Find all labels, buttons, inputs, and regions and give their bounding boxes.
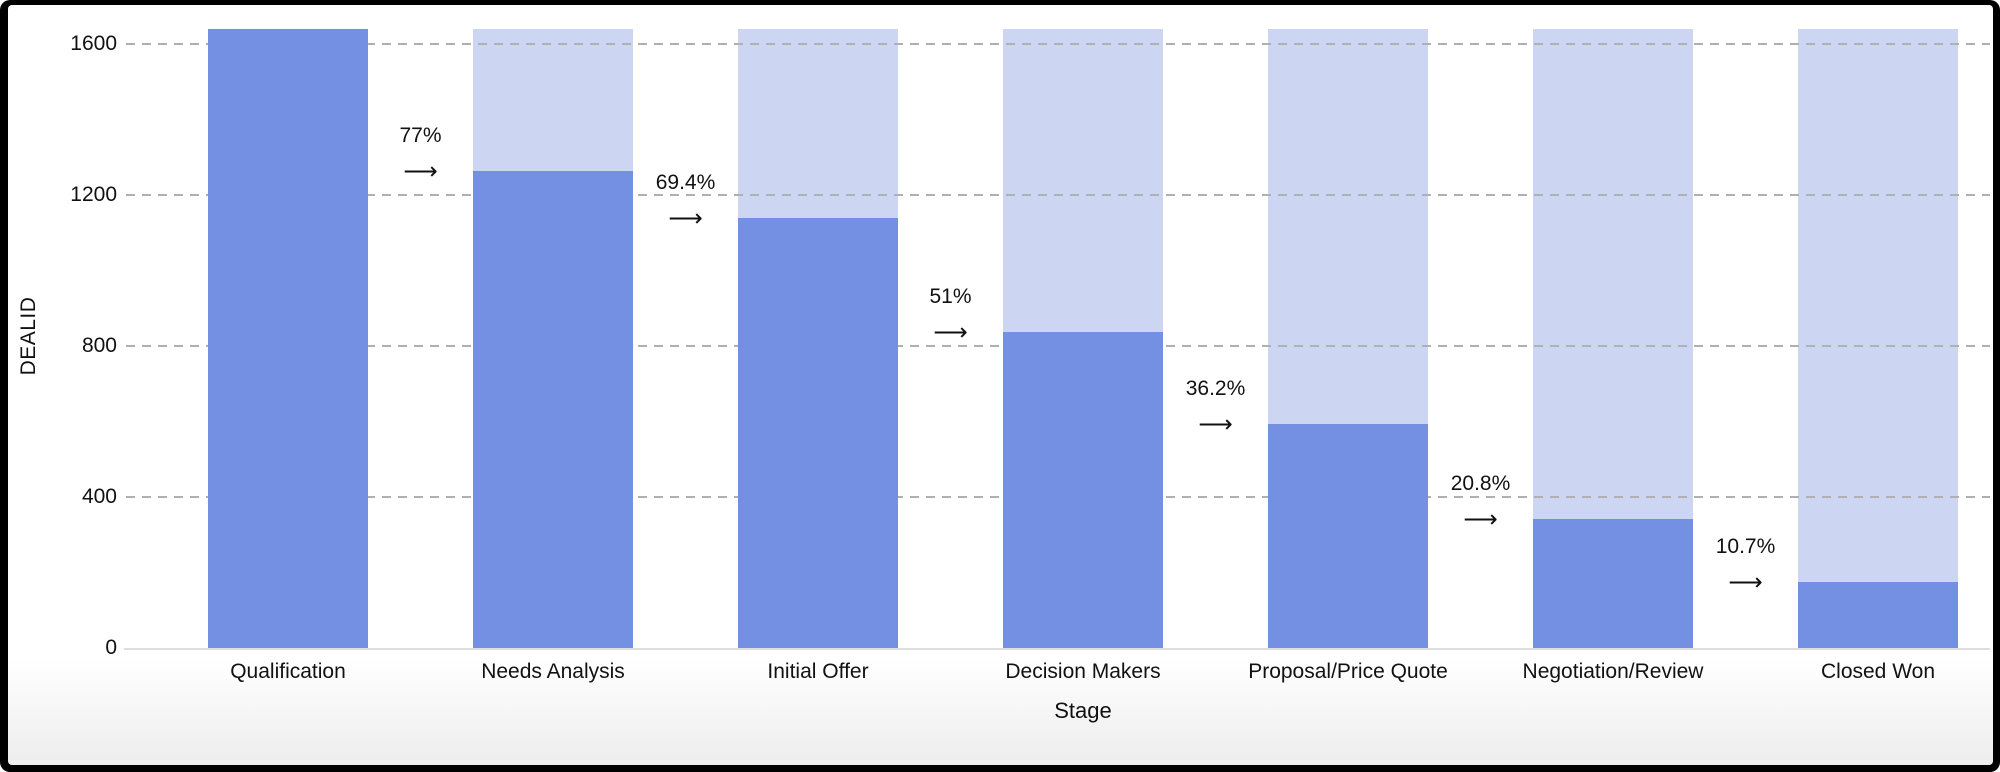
x-axis-label-proposal-price-quote: Proposal/Price Quote [1248, 660, 1448, 683]
conversion-arrow-icon: ⟶ [1198, 409, 1233, 438]
conversion-rate-label-proposal-price-quote: 36.2% [1185, 376, 1246, 400]
conversion-rate-label-needs-analysis: 77% [399, 124, 442, 148]
x-axis-label-initial-offer: Initial Offer [767, 660, 869, 683]
x-axis-label-decision-makers: Decision Makers [1005, 660, 1161, 683]
funnel-bar-decision-makers[interactable] [1003, 332, 1163, 648]
conversion-arrow-icon: ⟶ [668, 204, 703, 233]
x-axis-label-closed-won: Closed Won [1820, 660, 1936, 683]
y-tick-label-800: 800 [81, 334, 117, 357]
x-axis-line [124, 648, 1990, 650]
x-axis-label-qualification: Qualification [230, 660, 346, 683]
conversion-arrow-icon: ⟶ [1463, 505, 1498, 534]
funnel-bar-closed-won[interactable] [1798, 581, 1958, 648]
conversion-rate-label-closed-won: 10.7% [1715, 534, 1776, 558]
x-axis-title: Stage [1054, 698, 1112, 723]
conversion-rate-label-initial-offer: 69.4% [655, 171, 716, 195]
conversion-arrow-icon: ⟶ [403, 157, 438, 186]
funnel-bar-initial-offer[interactable] [738, 218, 898, 648]
y-tick-label-1600: 1600 [70, 32, 117, 55]
funnel-bar-negotiation-review[interactable] [1533, 519, 1693, 648]
conversion-rate-label-negotiation-review: 20.8% [1450, 472, 1511, 496]
x-axis-label-needs-analysis: Needs Analysis [481, 660, 625, 683]
conversion-arrow-icon: ⟶ [933, 318, 968, 347]
bar-background-closed-won [1798, 28, 1958, 648]
funnel-bar-proposal-price-quote[interactable] [1268, 423, 1428, 648]
gridline-1600 [126, 43, 1990, 45]
conversion-rate-label-decision-makers: 51% [929, 285, 972, 309]
y-tick-label-1200: 1200 [70, 183, 117, 206]
gridline-1200 [126, 194, 1990, 196]
y-tick-label-400: 400 [81, 485, 117, 508]
funnel-bar-needs-analysis[interactable] [473, 171, 633, 648]
conversion-arrow-icon: ⟶ [1728, 567, 1763, 596]
x-axis-label-negotiation-review: Negotiation/Review [1522, 660, 1704, 683]
funnel-bar-qualification[interactable] [208, 28, 368, 648]
y-tick-label-0: 0 [105, 636, 117, 659]
